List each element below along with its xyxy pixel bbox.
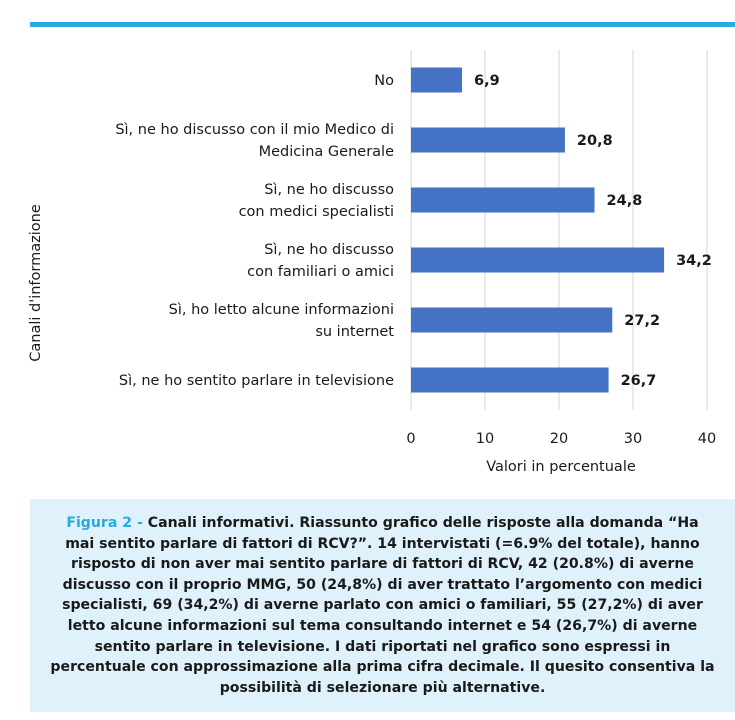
category-label: Sì, ne ho discusso con medici specialisti [239,182,395,220]
bar [411,307,613,333]
bars [411,67,665,393]
bar [411,187,595,213]
data-label: 34,2 [676,253,712,269]
category-label: Sì, ho letto alcune informazioni su inter… [169,302,395,340]
data-label: 6,9 [474,73,500,89]
x-tick-label: 20 [550,431,568,447]
y-axis-title: Canali d'informazione [28,204,44,362]
value-labels: 6,9 20,8 24,8 34,2 27,2 26,7 [474,73,712,389]
category-label: No [374,73,394,89]
bar [411,127,565,153]
data-label: 24,8 [607,193,643,209]
bar [411,247,665,273]
category-label: Sì, ne ho sentito parlare in televisione [119,373,394,389]
x-tick-labels: 0 10 20 30 40 [406,431,716,447]
data-label: 20,8 [577,133,613,149]
bar [411,67,463,93]
x-axis-title: Valori in percentuale [486,459,636,475]
figure-caption: Figura 2 - Canali informativi. Riassunto… [30,499,735,712]
x-tick-label: 0 [406,431,415,447]
x-tick-label: 10 [476,431,494,447]
x-tick-label: 40 [698,431,716,447]
caption-text: Canali informativi. Riassunto grafico de… [50,515,715,696]
category-labels: No Sì, ne ho discusso con il mio Medico d… [115,73,394,389]
bar [411,367,609,393]
bar-chart: No Sì, ne ho discusso con il mio Medico d… [28,50,716,475]
category-label: Sì, ne ho discusso con il mio Medico di M… [115,122,394,160]
caption-label: Figura 2 - [66,515,143,531]
gridlines [410,50,708,410]
category-label: Sì, ne ho discusso con familiari o amici [247,242,394,280]
data-label: 26,7 [621,373,657,389]
x-tick-label: 30 [624,431,642,447]
top-accent-rule [30,22,735,27]
data-label: 27,2 [624,313,660,329]
